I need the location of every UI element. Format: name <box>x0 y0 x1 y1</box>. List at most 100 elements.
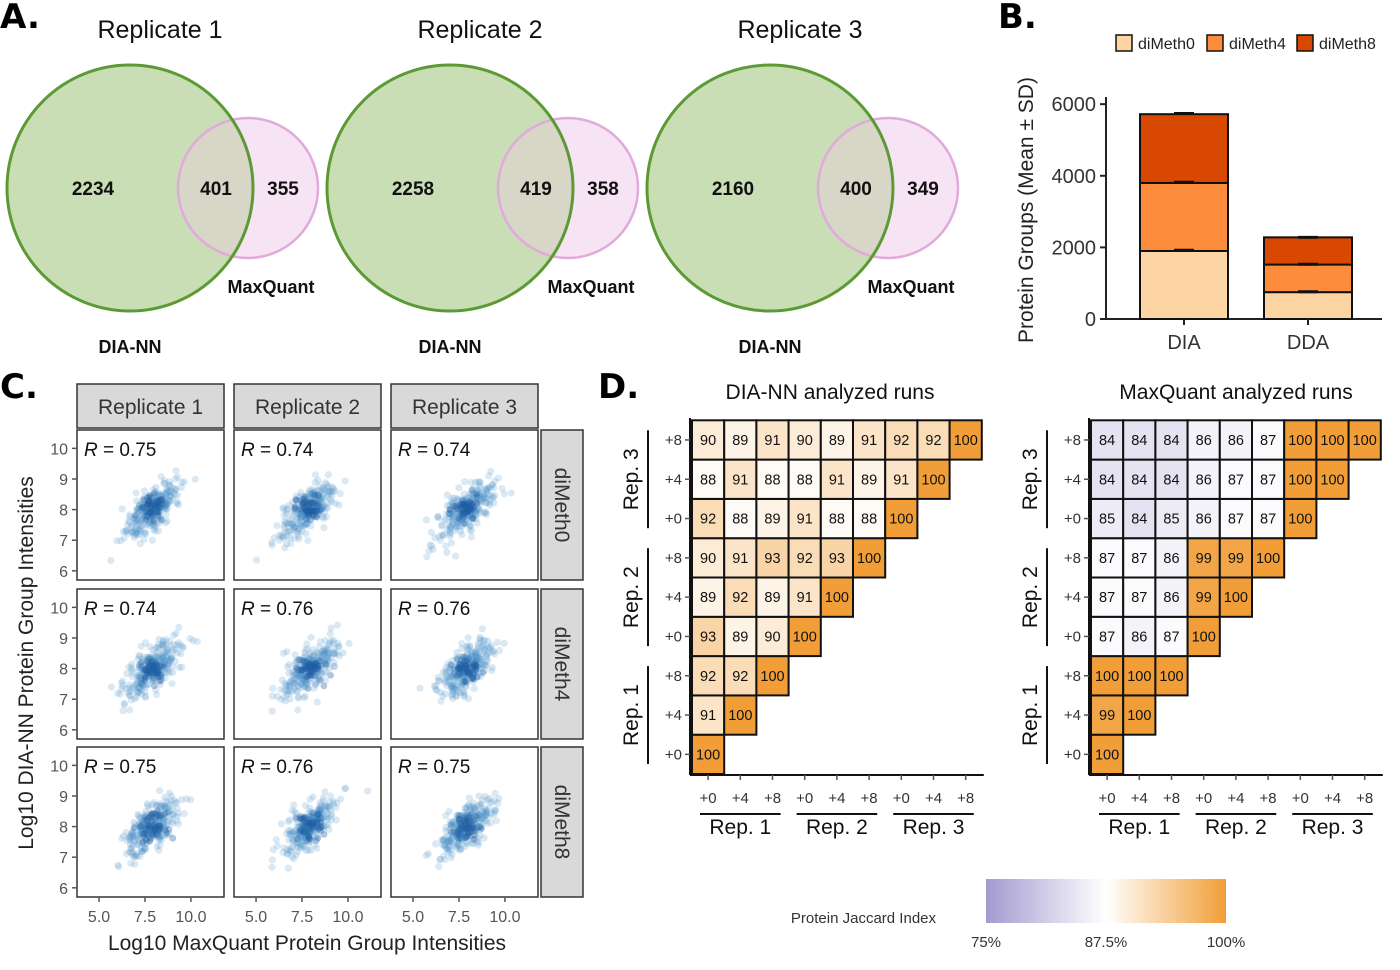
scatter-point-dense <box>156 673 164 681</box>
scatter-point <box>160 504 168 512</box>
heatmap-cell-value: 87 <box>1228 512 1244 528</box>
correlation-label: R = 0.76 <box>241 599 313 620</box>
scatter-point <box>319 489 327 497</box>
scatter-point <box>442 515 450 523</box>
facet-col-strip <box>390 383 539 429</box>
scatter-point <box>471 489 479 497</box>
scatter-point <box>159 496 167 504</box>
scatter-point-dense <box>458 503 466 511</box>
scatter-point-dense <box>305 498 312 506</box>
scatter-point <box>449 513 457 521</box>
scatter-point <box>141 513 149 521</box>
scatter-point <box>161 501 169 509</box>
scatter-point <box>443 548 451 556</box>
scatter-point <box>139 675 147 683</box>
scatter-point <box>319 492 327 500</box>
scatter-point <box>295 506 304 514</box>
scatter-point <box>178 663 186 671</box>
scatter-point <box>293 515 301 523</box>
scatter-point <box>457 510 465 518</box>
scatter-point <box>477 496 485 504</box>
heatmap-cell-value: 89 <box>764 590 780 606</box>
heatmap-cell-value: 91 <box>797 590 813 606</box>
scatter-point <box>172 467 180 475</box>
scatter-point <box>308 492 316 501</box>
scatter-point <box>321 486 329 494</box>
scatter-point <box>150 666 158 675</box>
scatter-point <box>135 520 143 528</box>
scatter-point <box>141 665 149 673</box>
scatter-point <box>124 689 132 697</box>
scatter-point <box>148 506 156 514</box>
scatter-point <box>139 677 147 685</box>
heatmap-y-group-label: Rep. 2 <box>620 566 643 628</box>
scatter-point-dense <box>156 662 164 670</box>
scatter-point <box>469 491 477 499</box>
scatter-point <box>137 516 145 524</box>
scatter-point <box>149 658 158 666</box>
scatter-point-dense <box>317 676 324 684</box>
scatter-point <box>449 511 457 519</box>
scatter-point <box>471 511 479 519</box>
scatter-point-dense <box>293 835 301 842</box>
scatter-point <box>156 500 164 508</box>
scatter-point-dense <box>302 506 309 514</box>
scatter-point <box>302 503 310 511</box>
scatter-point <box>161 648 169 656</box>
scatter-point-dense <box>307 506 315 513</box>
scatter-point <box>475 504 483 513</box>
scatter-point <box>466 500 474 508</box>
scatter-point <box>167 657 175 665</box>
scatter-point <box>283 681 291 689</box>
heatmap-y-group-label: Rep. 2 <box>1019 566 1042 628</box>
scatter-point <box>133 677 141 685</box>
scatter-point <box>454 517 463 525</box>
scatter-point <box>456 846 464 854</box>
heatmap-cell-value: 91 <box>732 551 748 567</box>
correlation-label: R = 0.75 <box>84 757 156 778</box>
scatter-point <box>142 660 150 668</box>
scatter-point <box>268 539 276 547</box>
scatter-point <box>142 530 150 538</box>
scatter-point <box>458 500 466 508</box>
scatter-point <box>141 692 149 700</box>
scatter-point <box>310 499 318 507</box>
scatter-point <box>179 644 187 652</box>
scatter-point <box>470 685 478 693</box>
heatmap-x-tick-label: +0 <box>1195 790 1212 807</box>
bar-legend-key <box>1206 34 1224 52</box>
scatter-point <box>303 640 311 648</box>
scatter-point <box>153 691 161 699</box>
scatter-point <box>162 635 170 644</box>
scatter-point-dense <box>464 832 472 840</box>
scatter-point <box>312 500 320 508</box>
scatter-point <box>158 489 166 498</box>
scatter-point <box>161 674 169 682</box>
scatter-point <box>165 482 173 490</box>
scatter-point <box>475 478 483 486</box>
scatter-point <box>128 660 136 668</box>
heatmap-cell-value: 84 <box>1099 472 1115 488</box>
scatter-point <box>279 505 287 513</box>
scatter-point-dense <box>453 655 461 663</box>
scatter-point <box>135 526 143 534</box>
scatter-point <box>193 637 201 646</box>
scatter-y-tick-label: 7 <box>59 533 68 550</box>
scatter-point <box>152 483 160 491</box>
scatter-point-dense <box>465 506 472 514</box>
heatmap-cell-value: 92 <box>700 669 716 685</box>
scatter-point <box>162 665 170 673</box>
scatter-point-dense <box>298 499 306 507</box>
scatter-point <box>161 660 169 668</box>
scatter-point <box>143 499 151 507</box>
scatter-point <box>296 510 304 518</box>
scatter-point <box>171 491 179 499</box>
scatter-point <box>308 506 316 514</box>
scatter-point <box>469 485 478 493</box>
scatter-point <box>445 527 454 535</box>
scatter-y-tick-label: 9 <box>59 789 68 806</box>
scatter-point <box>455 513 463 522</box>
scatter-point <box>166 637 174 645</box>
scatter-point <box>325 490 333 498</box>
scatter-point <box>141 502 149 510</box>
